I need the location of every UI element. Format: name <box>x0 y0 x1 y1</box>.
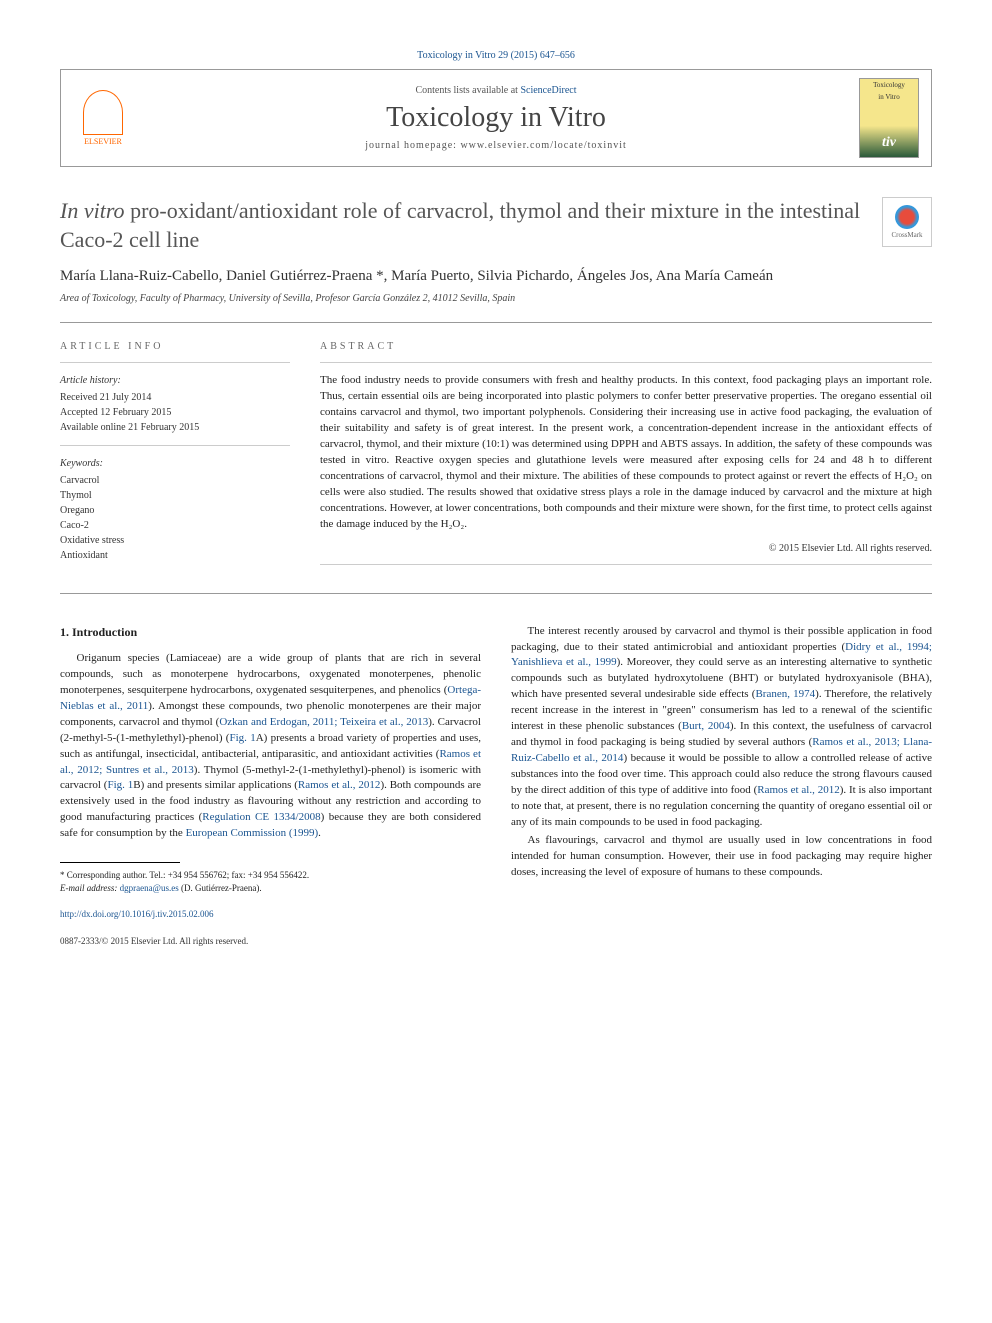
history-heading: Article history: <box>60 373 290 388</box>
crossmark-badge[interactable]: CrossMark <box>882 197 932 247</box>
text-run: . <box>318 827 321 839</box>
citation-link[interactable]: Regulation CE 1334/2008 <box>202 811 320 823</box>
text-run: B) and presents similar applications ( <box>133 779 298 791</box>
header-center: Contents lists available at ScienceDirec… <box>133 85 859 151</box>
info-divider <box>320 362 932 363</box>
authors-line: María Llana-Ruiz-Cabello, Daniel Gutiérr… <box>60 268 932 285</box>
keyword: Caco-2 <box>60 518 290 533</box>
cover-title-mid: in Vitro <box>860 91 918 103</box>
corresponding-author-footnote: * Corresponding author. Tel.: +34 954 55… <box>60 869 481 894</box>
homepage-url: www.elsevier.com/locate/toxinvit <box>460 140 626 151</box>
publisher-name: ELSEVIER <box>84 137 122 146</box>
email-name: (D. Gutiérrez-Praena). <box>179 883 262 893</box>
abstract-copyright: © 2015 Elsevier Ltd. All rights reserved… <box>320 543 932 554</box>
keywords-heading: Keywords: <box>60 456 290 471</box>
accepted-date: Accepted 12 February 2015 <box>60 405 290 420</box>
body-paragraph: Origanum species (Lamiaceae) are a wide … <box>60 651 481 842</box>
article-info-label: ARTICLE INFO <box>60 341 290 352</box>
crossmark-icon <box>895 205 919 229</box>
footer-doi-line: http://dx.doi.org/10.1016/j.tiv.2015.02.… <box>60 908 481 921</box>
citation-link[interactable]: Burt, 2004 <box>682 720 730 732</box>
body-paragraph: As flavourings, carvacrol and thymol are… <box>511 833 932 881</box>
contents-prefix: Contents lists available at <box>415 85 520 96</box>
figure-link[interactable]: Fig. 1 <box>229 732 255 744</box>
body-column-right: The interest recently aroused by carvacr… <box>511 624 932 949</box>
journal-cover-thumbnail[interactable]: Toxicology in Vitro tiv <box>859 78 919 158</box>
keyword: Oxidative stress <box>60 533 290 548</box>
abstract-label: ABSTRACT <box>320 341 932 352</box>
elsevier-tree-icon <box>83 90 123 135</box>
homepage-prefix: journal homepage: <box>365 140 460 151</box>
footnote-divider <box>60 862 180 863</box>
title-italic: In vitro <box>60 198 125 223</box>
contents-lists-line: Contents lists available at ScienceDirec… <box>133 85 859 96</box>
citation-link[interactable]: European Commission (1999) <box>186 827 319 839</box>
email-link[interactable]: dgpraena@us.es <box>120 883 179 893</box>
article-title: In vitro pro-oxidant/antioxidant role of… <box>60 197 882 254</box>
text-run: Origanum species (Lamiaceae) are a wide … <box>60 652 481 696</box>
info-divider <box>60 445 290 446</box>
citation-link[interactable]: Ozkan and Erdogan, 2011; Teixeira et al.… <box>219 716 428 728</box>
divider <box>60 593 932 594</box>
footer-issn-line: 0887-2333/© 2015 Elsevier Ltd. All right… <box>60 935 481 948</box>
divider <box>60 322 932 323</box>
journal-name: Toxicology in Vitro <box>133 102 859 134</box>
email-label: E-mail address: <box>60 883 120 893</box>
cover-logo: tiv <box>882 135 896 151</box>
abstract-column: ABSTRACT The food industry needs to prov… <box>320 341 932 574</box>
elsevier-logo[interactable]: ELSEVIER <box>73 83 133 153</box>
journal-header: ELSEVIER Contents lists available at Sci… <box>60 69 932 167</box>
keyword: Carvacrol <box>60 473 290 488</box>
keyword: Oregano <box>60 503 290 518</box>
info-divider <box>60 362 290 363</box>
doi-link[interactable]: http://dx.doi.org/10.1016/j.tiv.2015.02.… <box>60 909 214 919</box>
crossmark-label: CrossMark <box>891 231 922 239</box>
sciencedirect-link[interactable]: ScienceDirect <box>520 85 576 96</box>
keyword: Thymol <box>60 488 290 503</box>
citation-line: Toxicology in Vitro 29 (2015) 647–656 <box>60 50 932 61</box>
title-rest: pro-oxidant/antioxidant role of carvacro… <box>60 198 860 252</box>
cover-title-top: Toxicology <box>860 79 918 91</box>
citation-link[interactable]: Ramos et al., 2012 <box>757 784 839 796</box>
received-date: Received 21 July 2014 <box>60 390 290 405</box>
corresponding-line: * Corresponding author. Tel.: +34 954 55… <box>60 869 481 882</box>
citation-link[interactable]: Branen, 1974 <box>755 688 815 700</box>
abstract-text: The food industry needs to provide consu… <box>320 373 932 532</box>
homepage-line: journal homepage: www.elsevier.com/locat… <box>133 140 859 151</box>
body-column-left: 1. Introduction Origanum species (Lamiac… <box>60 624 481 949</box>
figure-link[interactable]: Fig. 1 <box>107 779 133 791</box>
body-paragraph: The interest recently aroused by carvacr… <box>511 624 932 831</box>
citation-link[interactable]: Ramos et al., 2012 <box>298 779 381 791</box>
article-info-column: ARTICLE INFO Article history: Received 2… <box>60 341 290 574</box>
affiliation: Area of Toxicology, Faculty of Pharmacy,… <box>60 293 932 304</box>
keyword: Antioxidant <box>60 548 290 563</box>
intro-heading: 1. Introduction <box>60 624 481 641</box>
online-date: Available online 21 February 2015 <box>60 420 290 435</box>
corresponding-email-line: E-mail address: dgpraena@us.es (D. Gutié… <box>60 882 481 895</box>
info-divider <box>320 564 932 565</box>
